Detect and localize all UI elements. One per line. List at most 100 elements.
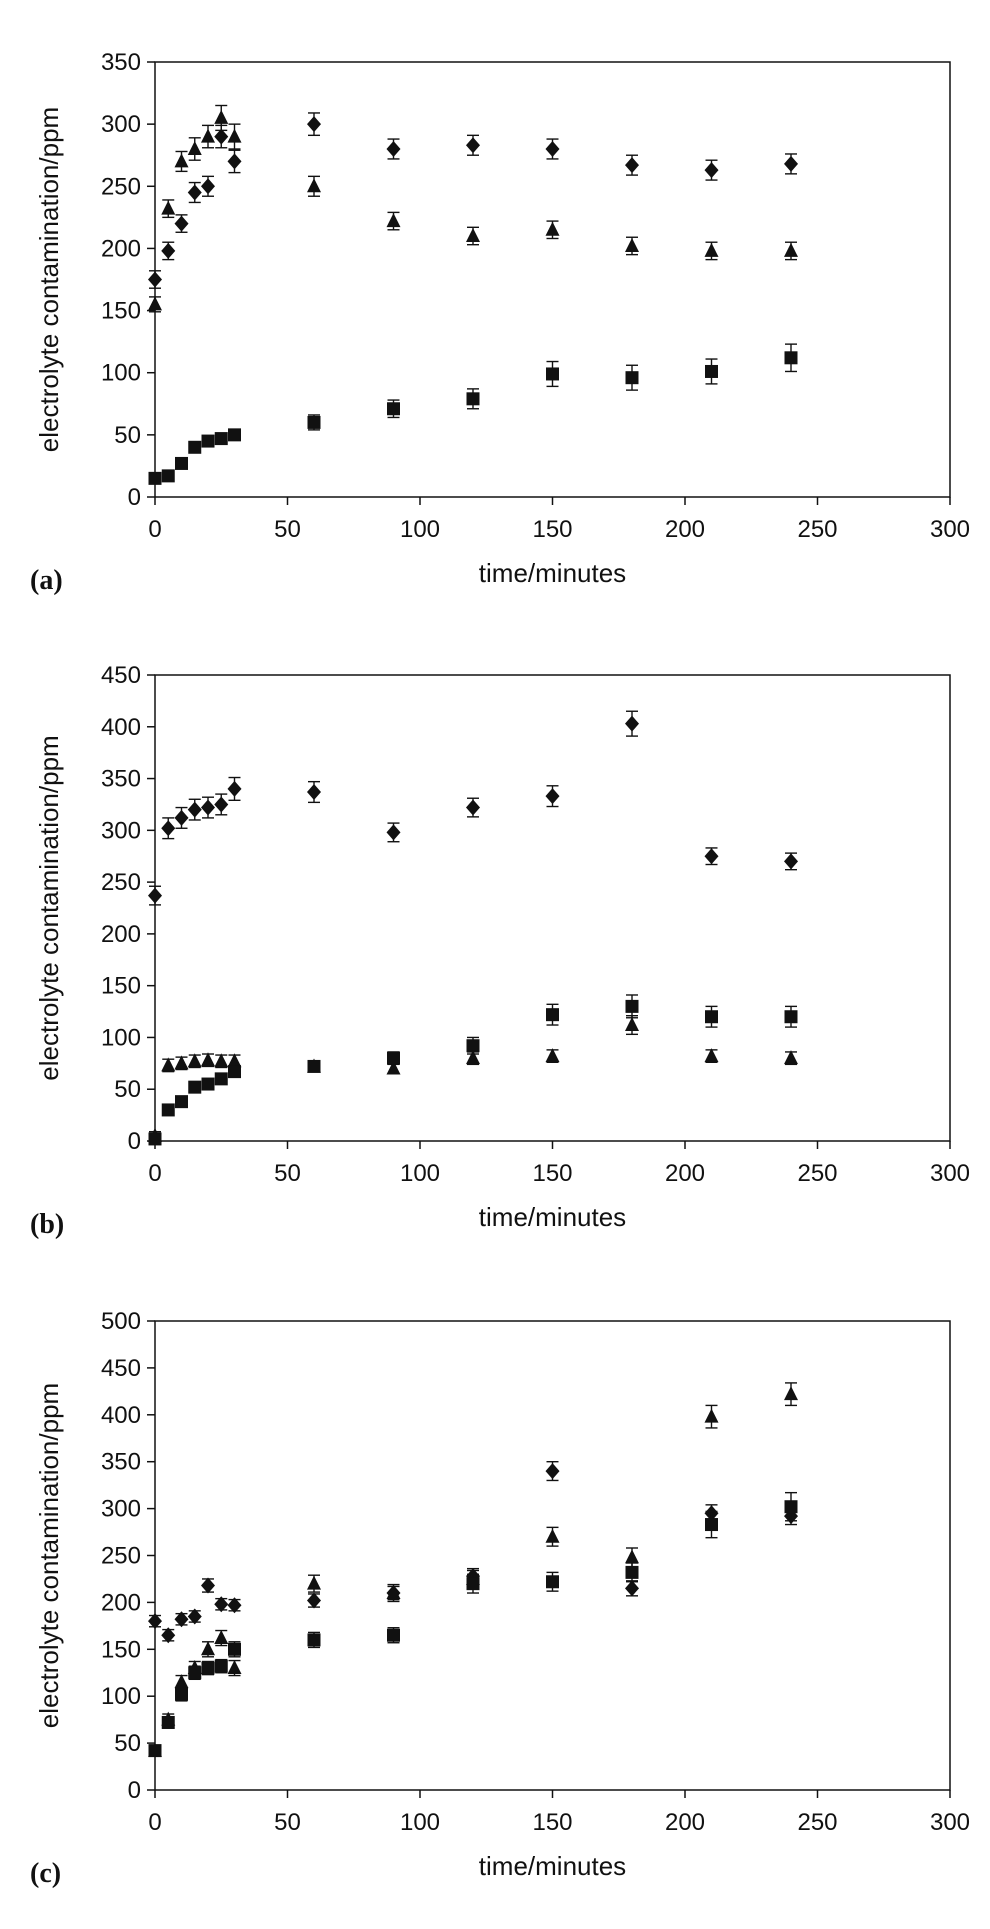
y-tick-label: 200 — [101, 921, 141, 948]
data-point-triangle — [625, 237, 639, 252]
data-point-square — [387, 1628, 400, 1642]
data-point-triangle — [704, 1408, 719, 1423]
y-axis-label: electrolyte contamination/ppm — [34, 107, 64, 452]
data-point-square — [307, 1059, 321, 1073]
data-point-diamond — [214, 1596, 229, 1613]
data-point-diamond — [386, 141, 401, 157]
data-point-square — [175, 1687, 188, 1701]
data-point-square — [148, 1744, 162, 1758]
data-point-square — [784, 1010, 798, 1024]
x-tick-label: 300 — [930, 1160, 970, 1187]
y-tick-label: 150 — [101, 1636, 141, 1663]
data-point-square — [625, 371, 639, 385]
y-axis-label: electrolyte contamination/ppm — [34, 1383, 64, 1728]
y-tick-label: 450 — [101, 662, 141, 689]
data-point-square — [466, 1577, 480, 1591]
y-tick-label: 100 — [101, 1024, 141, 1051]
data-point-square — [188, 1666, 202, 1680]
data-point-square — [188, 1080, 202, 1094]
data-point-diamond — [466, 799, 480, 816]
data-point-diamond — [187, 184, 202, 201]
y-tick-label: 250 — [101, 869, 141, 896]
series-square — [148, 343, 798, 485]
y-tick-label: 150 — [101, 973, 141, 1000]
data-point-diamond — [201, 1577, 215, 1594]
y-tick-label: 300 — [101, 1496, 141, 1523]
data-point-diamond — [148, 271, 162, 288]
data-point-square — [228, 1065, 241, 1079]
y-tick-label: 500 — [101, 1308, 141, 1335]
x-tick-label: 0 — [148, 516, 161, 543]
data-point-square — [546, 1575, 559, 1589]
series-triangle — [148, 1014, 798, 1142]
data-point-diamond — [704, 848, 719, 865]
data-point-square — [546, 1008, 559, 1022]
data-point-square — [705, 1010, 718, 1024]
data-point-triangle — [386, 1585, 401, 1600]
data-point-triangle — [201, 128, 215, 143]
y-tick-label: 300 — [101, 817, 141, 844]
data-point-square — [546, 367, 559, 381]
data-point-triangle — [784, 1386, 798, 1401]
y-tick-label: 0 — [128, 1128, 141, 1155]
data-point-diamond — [201, 178, 215, 195]
data-point-square — [307, 1633, 321, 1647]
data-point-diamond — [227, 153, 242, 170]
data-point-diamond — [187, 1608, 202, 1625]
y-tick-label: 250 — [101, 1543, 141, 1570]
data-point-triangle — [148, 296, 162, 311]
data-point-diamond — [704, 162, 719, 179]
data-point-square — [705, 1518, 718, 1532]
data-point-diamond — [161, 820, 176, 837]
data-point-diamond — [386, 824, 401, 841]
data-point-triangle — [201, 1052, 215, 1067]
data-point-square — [214, 1072, 228, 1086]
data-point-square — [201, 1077, 215, 1091]
data-point-triangle — [187, 1053, 202, 1068]
data-point-square — [148, 471, 162, 485]
data-point-diamond — [545, 788, 560, 805]
data-point-square — [161, 1103, 175, 1117]
data-point-triangle — [307, 178, 321, 193]
data-point-square — [625, 1565, 639, 1579]
y-tick-label: 100 — [101, 360, 141, 387]
y-tick-label: 50 — [114, 1730, 141, 1757]
data-point-triangle — [161, 200, 176, 215]
y-tick-label: 250 — [101, 173, 141, 200]
x-tick-label: 250 — [797, 1160, 837, 1187]
data-point-diamond — [307, 784, 321, 801]
y-tick-label: 350 — [101, 1449, 141, 1476]
data-point-triangle — [227, 128, 242, 143]
panel-label: (b) — [30, 1209, 64, 1240]
data-point-square — [705, 364, 718, 378]
y-tick-label: 150 — [101, 298, 141, 325]
x-tick-label: 100 — [400, 1160, 440, 1187]
y-tick-label: 450 — [101, 1355, 141, 1382]
chart-panel-3 — [147, 1320, 951, 1798]
data-point-diamond — [161, 1627, 176, 1644]
series-triangle — [148, 104, 798, 313]
data-point-triangle — [625, 1017, 639, 1032]
y-tick-label: 400 — [101, 714, 141, 741]
data-point-square — [188, 440, 202, 454]
data-point-diamond — [174, 215, 189, 232]
panel-label: (a) — [30, 565, 63, 596]
data-point-square — [175, 456, 188, 470]
data-point-square — [625, 999, 639, 1013]
plot-frame — [154, 61, 951, 498]
y-axis-label: electrolyte contamination/ppm — [34, 735, 64, 1080]
data-point-diamond — [545, 141, 560, 157]
plot-frame — [154, 674, 951, 1142]
data-point-diamond — [161, 242, 176, 259]
x-tick-label: 50 — [274, 1160, 301, 1187]
data-point-diamond — [148, 1613, 162, 1630]
x-tick-label: 200 — [665, 1160, 705, 1187]
data-point-square — [784, 351, 798, 365]
data-point-triangle — [187, 141, 202, 155]
data-point-triangle — [784, 1050, 798, 1065]
data-point-diamond — [545, 1463, 560, 1480]
chart-panel-1 — [147, 61, 951, 505]
data-point-diamond — [625, 1580, 639, 1597]
y-tick-label: 0 — [128, 1777, 141, 1804]
y-tick-label: 0 — [128, 484, 141, 511]
